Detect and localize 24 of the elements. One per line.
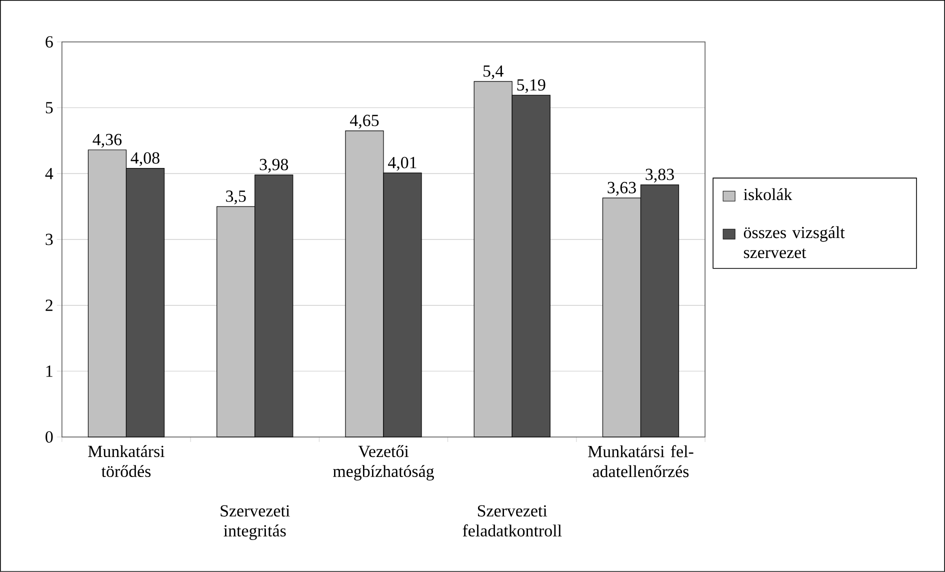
data-label: 3,5: [226, 190, 246, 204]
data-label: 4,08: [130, 152, 160, 166]
y-tick-label: 6: [46, 36, 53, 48]
data-label: 5,19: [517, 79, 546, 94]
x-tick-label: Munkatársi törődés: [88, 445, 164, 478]
x-tick-label: Szervezeti integritás: [220, 505, 290, 540]
data-label: 4,36: [92, 134, 122, 148]
data-label: 5,4: [484, 66, 504, 80]
y-tick-label: 1: [46, 366, 52, 377]
x-tick-label: Munkatársi fel-adatellenőrzés: [588, 445, 694, 478]
x-tick-label: Szervezeti feladatkontroll: [462, 505, 562, 537]
data-label: 3,63: [608, 182, 636, 196]
y-tick-label: 2: [46, 300, 52, 311]
y-tick-label: 5: [46, 102, 53, 114]
data-label: 3,83: [646, 168, 674, 183]
legend-label: iskolák: [744, 188, 792, 200]
y-tick-label: 4: [45, 168, 54, 180]
data-label: 3,98: [260, 158, 288, 173]
data-label: 4,65: [350, 114, 379, 129]
x-tick-label: Vezetői megbízhatóság: [333, 445, 434, 481]
data-label: 4,01: [388, 156, 416, 171]
y-tick-label: 0: [46, 431, 53, 443]
legend-label: összes vizsgált szervezet: [744, 226, 845, 258]
y-tick-label: 3: [46, 234, 53, 246]
